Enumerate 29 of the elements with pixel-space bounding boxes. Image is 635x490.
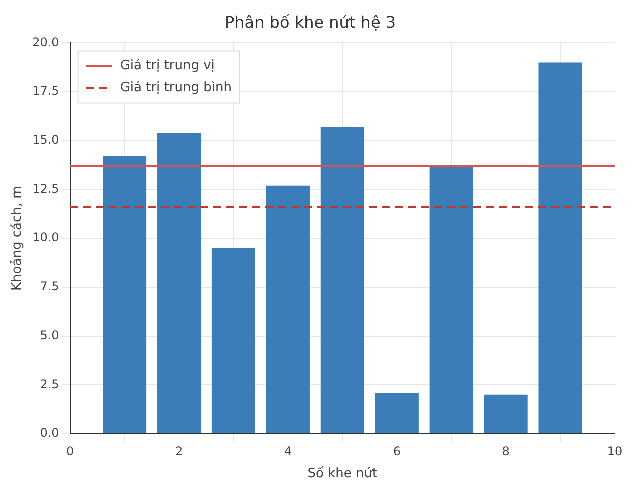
bar — [103, 156, 147, 434]
y-axis-title: Khoảng cách, m — [10, 186, 26, 291]
bar — [320, 127, 364, 434]
x-tick-label: 0 — [66, 444, 74, 458]
y-tick-label: 5.0 — [40, 328, 60, 342]
bar — [484, 394, 528, 434]
y-tick-label: 10.0 — [32, 230, 60, 245]
bar — [375, 392, 419, 434]
x-tick-label: 4 — [284, 444, 292, 458]
bar — [430, 166, 474, 434]
y-tick-label: 20.0 — [32, 35, 60, 50]
y-tick-label: 17.5 — [32, 84, 60, 98]
bar — [157, 133, 202, 434]
chart-title: Phân bố khe nứt hệ 3 — [224, 12, 396, 32]
y-tick-label: 12.5 — [32, 182, 60, 196]
x-tick-label: 2 — [175, 444, 184, 458]
bar — [212, 248, 256, 434]
bar — [266, 186, 310, 434]
x-axis-title: Số khe nứt — [308, 466, 378, 482]
legend-label: Giá trị trung vị — [120, 58, 215, 74]
y-tick-label: 7.5 — [40, 280, 60, 294]
x-tick-label: 8 — [502, 444, 510, 458]
y-tick-label: 15.0 — [32, 133, 60, 148]
x-tick-label: 10 — [607, 444, 623, 458]
legend-label: Giá trị trung bình — [120, 80, 232, 96]
y-tick-label: 2.5 — [40, 377, 60, 392]
x-tick-label: 6 — [393, 444, 401, 458]
bar — [538, 62, 582, 434]
y-tick-label: 0.0 — [40, 426, 60, 440]
